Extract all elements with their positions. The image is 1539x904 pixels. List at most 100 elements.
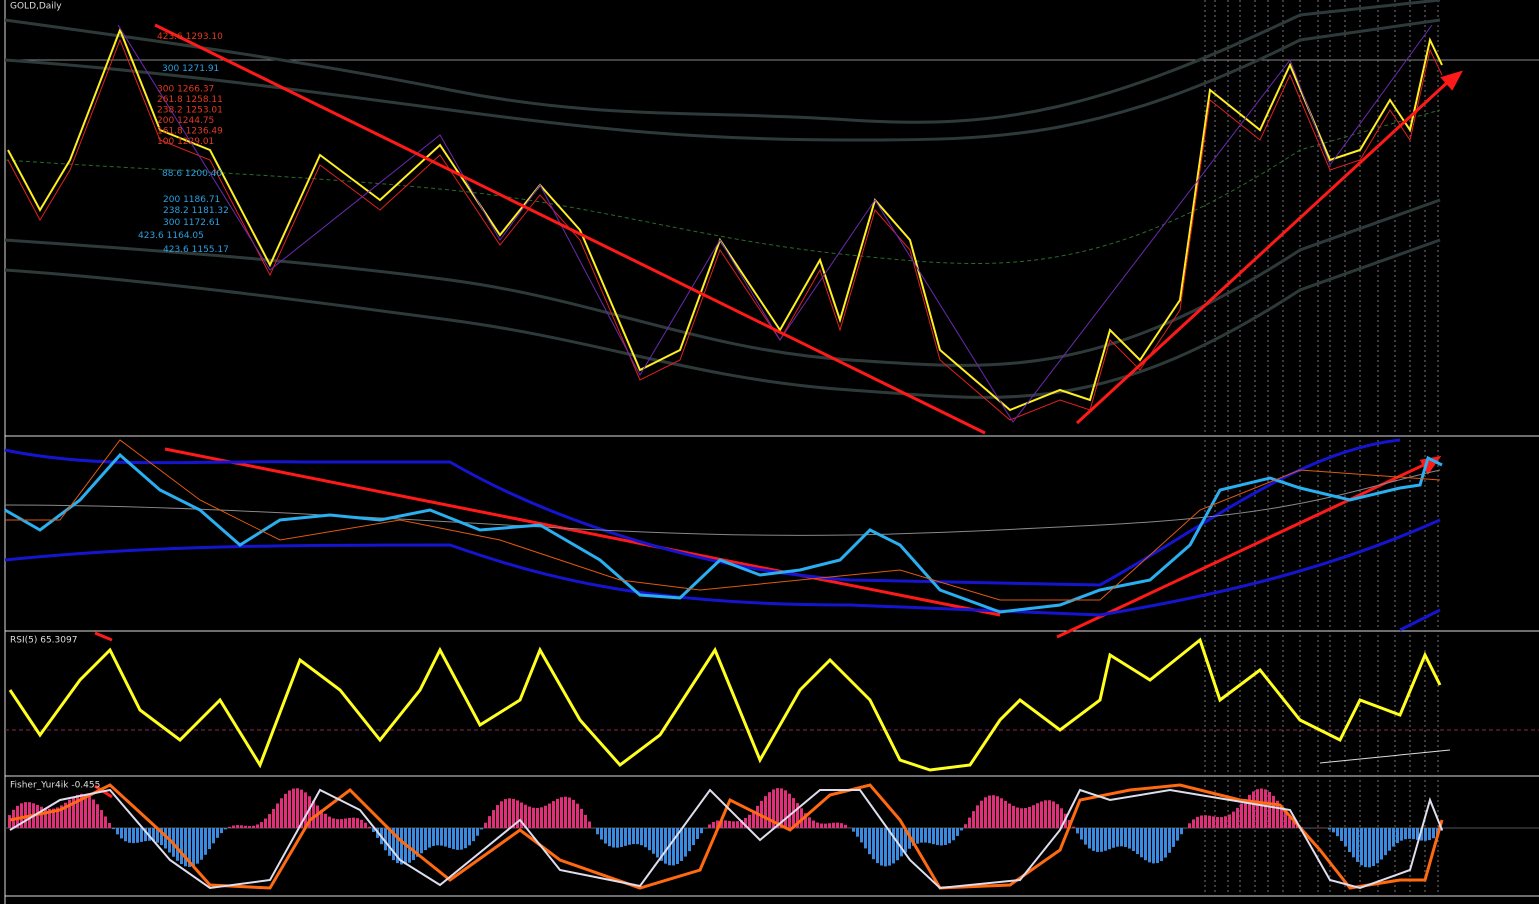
fisher-bar [1332, 828, 1335, 833]
fisher-bar [208, 828, 211, 850]
fisher-bar [1112, 828, 1115, 848]
fisher-bar [1036, 803, 1039, 828]
fisher-bar [976, 805, 979, 828]
fisher-bar [808, 817, 811, 828]
fib-label: 300 1271.91 [162, 64, 219, 74]
fisher-bar [200, 828, 203, 860]
fisher-bar [676, 828, 679, 864]
fisher-bar [460, 828, 463, 850]
envelopes [4, 0, 1441, 399]
trend-arrows [94, 23, 1464, 799]
fisher-bar [868, 828, 871, 855]
fisher-bar [916, 828, 919, 844]
fisher-bar [148, 828, 151, 841]
fisher-bar [1268, 791, 1271, 828]
fisher-bar [312, 800, 315, 828]
fisher-bar [680, 828, 683, 861]
fib-label: 423.6 1164.05 [138, 231, 204, 241]
fisher-bar [864, 828, 867, 849]
fisher-bar [184, 828, 187, 867]
fisher-bar [824, 823, 827, 828]
fisher-bar [1420, 828, 1423, 841]
fisher-bar [128, 828, 131, 843]
fisher-bar [724, 820, 727, 828]
fisher-bar [1292, 821, 1295, 828]
fisher-bar [1260, 788, 1263, 828]
fisher-bar [928, 828, 931, 844]
fisher-bar [744, 817, 747, 828]
fisher-bar [176, 828, 179, 861]
fisher-bar [60, 805, 63, 828]
fisher-bar [616, 828, 619, 848]
fisher-bar [1224, 816, 1227, 828]
fib-label: 423.6 1293.10 [157, 32, 223, 42]
fisher-bar [936, 828, 939, 846]
fisher-bar [1164, 828, 1167, 858]
fib-price: 1200.40 [185, 169, 222, 179]
fisher-bar [1400, 828, 1403, 841]
fisher-bar [1024, 808, 1027, 828]
fisher-bar [292, 788, 295, 828]
fisher-bar [984, 797, 987, 828]
fisher-bar [1404, 828, 1407, 840]
fisher-bar [772, 789, 775, 828]
fisher-bar [476, 828, 479, 836]
fisher-bar [316, 805, 319, 828]
zigzag [117, 24, 1433, 423]
fisher-bar [1220, 817, 1223, 828]
fisher-bar [1232, 811, 1235, 828]
fisher-bar [372, 828, 375, 832]
fisher-bar [152, 828, 155, 842]
fisher-bar [496, 805, 499, 828]
fisher-bar [960, 828, 963, 831]
fisher-bar [1248, 794, 1251, 828]
fisher-bar [464, 828, 467, 849]
fisher-bar [572, 799, 575, 828]
fisher-bar [948, 828, 951, 844]
fisher-bar [968, 817, 971, 828]
fib-label: 300 1266.37 [157, 84, 214, 94]
fisher-bar [1388, 828, 1391, 851]
fisher-bar [196, 828, 199, 864]
fisher-bar [872, 828, 875, 860]
fisher-bar [408, 828, 411, 863]
fisher-bar [260, 822, 263, 828]
fisher-bar [812, 820, 815, 828]
fib-price: 1229.01 [177, 137, 214, 147]
fisher-bar [348, 817, 351, 828]
fisher-bar [852, 828, 855, 832]
fib-level: 88.6 [162, 169, 182, 179]
fisher-bar [216, 828, 219, 838]
fisher-bar [1044, 800, 1047, 828]
fisher-bar [996, 796, 999, 828]
fisher-bar [324, 813, 327, 828]
fisher-bar [76, 794, 79, 828]
fisher-bar [504, 799, 507, 828]
fisher-bar [652, 828, 655, 854]
fisher-bar [472, 828, 475, 842]
fib-level: 423.6 [157, 32, 183, 42]
fisher-bar [748, 814, 751, 828]
fisher-bar [912, 828, 915, 846]
fisher-bar [1356, 828, 1359, 862]
fib-level: 261.8 [157, 95, 183, 105]
fisher-bar [876, 828, 879, 864]
fisher-bar [452, 828, 455, 850]
fisher-bar [1204, 815, 1207, 828]
fisher-bar [620, 828, 623, 847]
fisher-bar [768, 792, 771, 828]
fisher-bar [740, 820, 743, 828]
fisher-bar [888, 828, 891, 866]
fib-label: 200 1244.75 [157, 116, 214, 126]
fisher-bar [56, 807, 59, 828]
fisher-bar [1380, 828, 1383, 860]
fisher-bar [508, 798, 511, 828]
fisher-bar [688, 828, 691, 852]
fisher-bar [1424, 828, 1427, 841]
fisher-bar [1120, 828, 1123, 847]
fisher-bar [1196, 816, 1199, 828]
fisher-bar [100, 810, 103, 828]
